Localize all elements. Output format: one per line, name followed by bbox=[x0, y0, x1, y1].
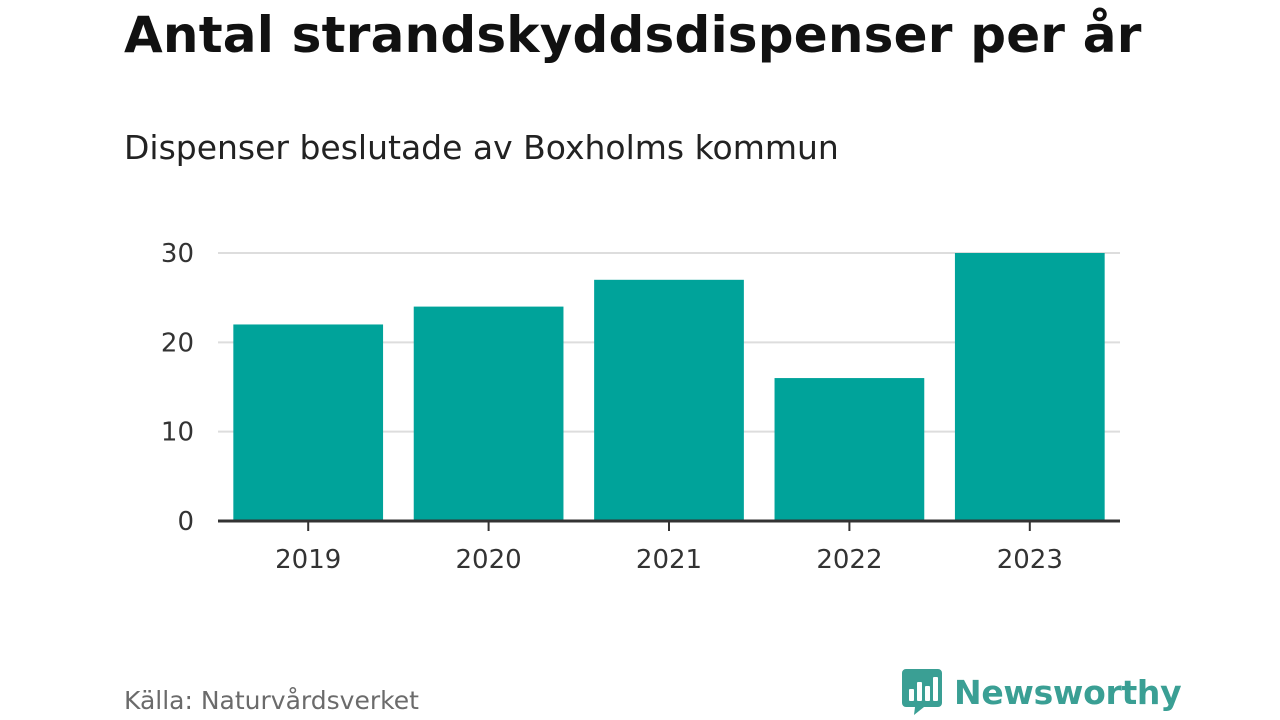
source-note: Källa: Naturvårdsverket bbox=[124, 686, 419, 715]
brand-name: Newsworthy bbox=[954, 672, 1182, 712]
bar bbox=[774, 378, 925, 521]
chart-title: Antal strandskyddsdispenser per år bbox=[124, 6, 1142, 64]
chart-subtitle: Dispenser beslutade av Boxholms kommun bbox=[124, 128, 839, 167]
y-tick-label: 10 bbox=[161, 418, 194, 448]
axes bbox=[218, 519, 1120, 531]
y-tick-label: 20 bbox=[161, 328, 194, 358]
bars bbox=[233, 253, 1105, 521]
bar bbox=[413, 306, 564, 521]
x-tick-label: 2022 bbox=[816, 545, 882, 575]
y-tick-label: 30 bbox=[161, 239, 194, 269]
x-tick-label: 2021 bbox=[636, 545, 702, 575]
bar bbox=[954, 253, 1105, 521]
x-tick-label: 2020 bbox=[456, 545, 522, 575]
x-tick-label: 2019 bbox=[275, 545, 341, 575]
bar bbox=[594, 279, 744, 521]
bar bbox=[233, 324, 384, 521]
tick-labels: 0 10 20 30 2019 2020 2021 2022 2023 bbox=[161, 239, 1063, 575]
brand-logo: Newsworthy bbox=[902, 669, 1182, 715]
bar-chart-speech-bubble-icon bbox=[902, 669, 942, 715]
y-tick-label: 0 bbox=[177, 507, 194, 537]
x-tick-label: 2023 bbox=[997, 545, 1063, 575]
